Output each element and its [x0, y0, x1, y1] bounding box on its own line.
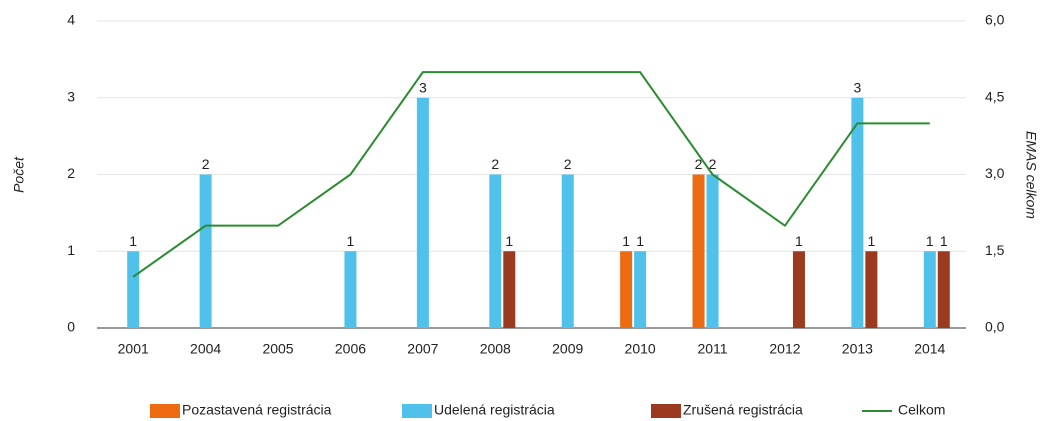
bar	[937, 251, 950, 328]
legend-label: Udelená registrácia	[434, 402, 555, 418]
legend-label: Zrušená registrácia	[683, 402, 803, 418]
data-label: 1	[347, 233, 355, 249]
data-label: 2	[202, 156, 210, 172]
y2-tick-label: 4,5	[985, 88, 1005, 104]
bar	[127, 251, 140, 328]
bar	[503, 251, 516, 328]
bar	[865, 251, 878, 328]
x-tick-label: 2005	[262, 341, 293, 357]
bar	[561, 174, 574, 328]
y-tick-label: 4	[67, 12, 75, 28]
bar	[851, 97, 864, 328]
data-label: 2	[564, 156, 572, 172]
legend-label: Pozastavená registrácia	[182, 402, 332, 418]
bar	[416, 97, 429, 328]
x-tick-label: 2013	[842, 341, 873, 357]
x-tick-label: 2006	[335, 341, 366, 357]
bar	[344, 251, 357, 328]
data-label: 1	[940, 233, 948, 249]
data-label: 1	[636, 233, 644, 249]
x-tick-label: 2014	[914, 341, 945, 357]
data-label: 1	[505, 233, 513, 249]
data-label: 2	[491, 156, 499, 172]
x-tick-label: 2009	[552, 341, 583, 357]
bar	[199, 174, 212, 328]
data-label: 1	[129, 233, 137, 249]
data-label: 1	[867, 233, 875, 249]
data-label: 3	[853, 79, 861, 95]
x-tick-label: 2004	[190, 341, 221, 357]
bar	[706, 174, 719, 328]
y-tick-label: 3	[67, 88, 75, 104]
y2-tick-label: 3,0	[985, 165, 1005, 181]
legend-swatch	[150, 404, 180, 418]
data-label: 1	[795, 233, 803, 249]
data-label: 1	[926, 233, 934, 249]
y-axis-title: Počet	[11, 156, 27, 193]
x-tick-label: 2011	[697, 341, 727, 357]
bar	[489, 174, 502, 328]
legend-swatch	[651, 404, 681, 418]
y2-tick-label: 6,0	[985, 12, 1005, 28]
bar	[792, 251, 805, 328]
legend-label: Celkom	[898, 402, 945, 418]
y2-tick-label: 0,0	[985, 319, 1005, 335]
y2-tick-label: 1,5	[985, 242, 1005, 258]
x-tick-label: 2012	[769, 341, 800, 357]
bar	[923, 251, 936, 328]
x-tick-label: 2001	[118, 341, 149, 357]
x-tick-label: 2010	[625, 341, 656, 357]
bar	[692, 174, 705, 328]
bar	[634, 251, 647, 328]
data-label: 2	[709, 156, 717, 172]
data-label: 1	[622, 233, 630, 249]
bar	[620, 251, 633, 328]
data-label: 2	[695, 156, 703, 172]
x-tick-label: 2008	[480, 341, 511, 357]
y2-axis-title: EMAS celkom	[1023, 131, 1039, 219]
legend-swatch	[402, 404, 432, 418]
y-tick-label: 0	[67, 319, 75, 335]
data-label: 3	[419, 79, 427, 95]
line	[132, 71, 930, 278]
y-tick-label: 2	[67, 165, 75, 181]
y-tick-label: 1	[67, 242, 75, 258]
x-tick-label: 2007	[407, 341, 438, 357]
